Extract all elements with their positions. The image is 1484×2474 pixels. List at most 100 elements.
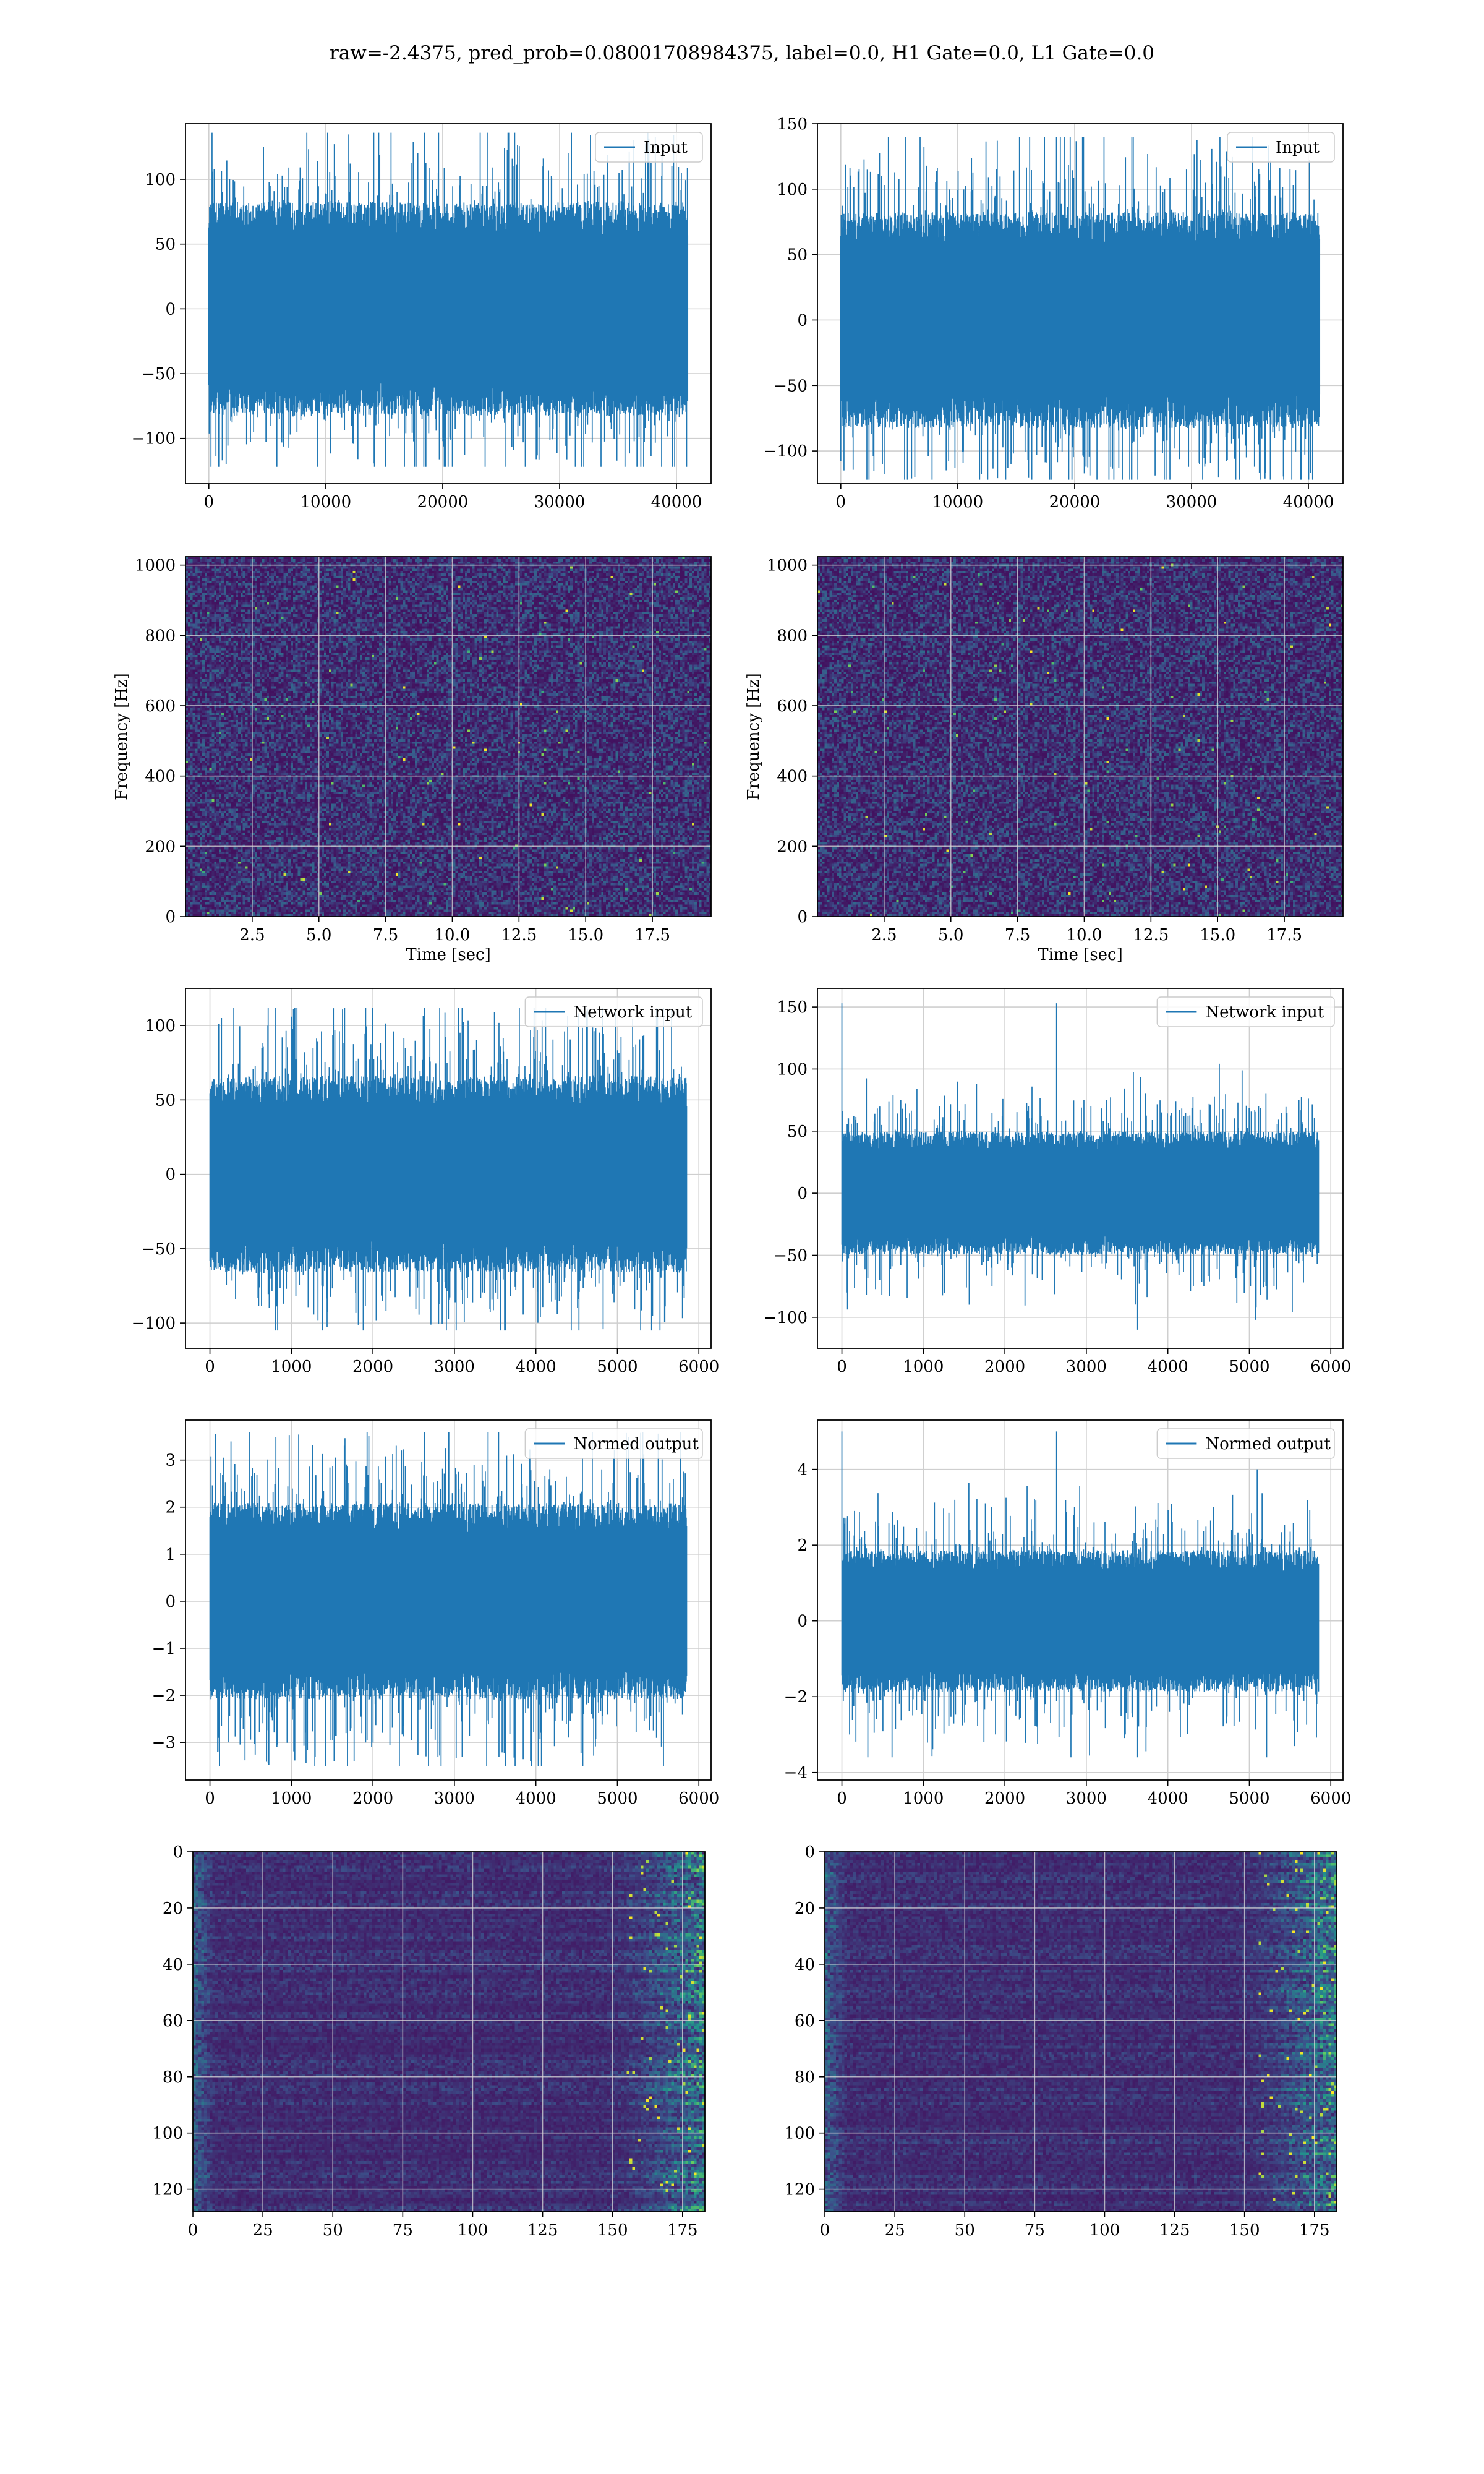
y-tick-label: 600	[777, 697, 808, 716]
y-tick-label: −50	[774, 377, 808, 395]
chart-panel-h1-normed-output: 0 1000 2000 3000 4000 5000 6000 −3 −2 −1 0 1 2 3 Norme…	[152, 1419, 719, 1808]
x-tick-label: 17.5	[634, 926, 670, 944]
legend-box	[1227, 132, 1335, 163]
x-tick-label: 100	[1090, 2221, 1120, 2240]
legend-box	[524, 996, 703, 1027]
x-tick-label: 125	[1159, 2221, 1190, 2240]
legend: Network input	[524, 996, 703, 1027]
y-tick-label: 40	[163, 1956, 183, 1974]
x-tick-label: 1000	[903, 1789, 944, 1808]
x-tick-label: 5000	[597, 1358, 638, 1376]
chart-panel-h1-feature-map: 0 25 50 75 100 125 150 175 0 20 40 60 80 100 120	[152, 1843, 706, 2240]
x-tick-label: 10000	[301, 493, 352, 511]
x-tick-label: 150	[1229, 2221, 1260, 2240]
legend-label: Input	[644, 139, 688, 157]
y-tick-label: 2	[165, 1499, 176, 1517]
y-tick-label: −100	[764, 1309, 808, 1327]
legend: Input	[1227, 132, 1335, 163]
x-tick-label: 6000	[1310, 1789, 1351, 1808]
y-tick-label: 120	[152, 2181, 183, 2199]
x-tick-label: 100	[458, 2221, 488, 2240]
data-series-line	[841, 1003, 1320, 1330]
chart-panel-h1-input: 0 10000 20000 30000 40000 −100 −50 0 50 100 Input	[132, 123, 712, 511]
y-tick-label: −100	[132, 430, 176, 448]
y-tick-label: 0	[797, 1184, 808, 1203]
y-tick-label: 100	[152, 2125, 183, 2143]
tick-labels: 0 1000 2000 3000 4000 5000 6000 −100 −50 0 50 100	[132, 1017, 720, 1376]
y-tick-label: −50	[142, 1240, 176, 1259]
legend-box	[1156, 1428, 1335, 1459]
y-tick-label: 200	[777, 837, 808, 856]
x-tick-label: 6000	[678, 1358, 719, 1376]
legend-label: Network input	[573, 1003, 692, 1022]
x-tick-label: 10000	[932, 493, 984, 511]
tick-labels: 0 10000 20000 30000 40000 −100 −50 0 50 100	[132, 171, 702, 511]
axes-frame	[185, 1419, 712, 1781]
y-tick-label: 0	[165, 1166, 176, 1184]
x-tick-label: 4000	[516, 1789, 556, 1808]
axes-frame	[185, 556, 712, 917]
x-tick-label: 12.5	[1133, 926, 1169, 944]
y-tick-label: 1000	[767, 557, 808, 575]
y-tick-label: −100	[132, 1314, 176, 1333]
x-tick-label: 5.0	[306, 926, 331, 944]
tick-labels: 0 1000 2000 3000 4000 5000 6000 −4 −2 0 2 4	[784, 1461, 1352, 1808]
x-tick-label: 0	[205, 1358, 215, 1376]
y-tick-label: 400	[145, 768, 176, 786]
x-tick-label: 50	[955, 2221, 975, 2240]
legend-box	[1156, 996, 1335, 1027]
tick-labels: 0 25 50 75 100 125 150 175 0 20 40 60 80 100 120	[152, 1843, 697, 2240]
x-tick-label: 6000	[678, 1789, 719, 1808]
x-tick-label: 2000	[984, 1358, 1025, 1376]
legend: Normed output	[1156, 1428, 1335, 1459]
y-axis-label: Frequency [Hz]	[113, 673, 131, 800]
heatmap-image	[817, 557, 1343, 917]
x-tick-label: 3000	[1066, 1789, 1107, 1808]
y-tick-label: 1	[165, 1546, 176, 1564]
y-tick-label: 100	[145, 1017, 176, 1035]
x-tick-label: 12.5	[501, 926, 537, 944]
y-tick-label: 0	[165, 300, 176, 319]
x-tick-label: 40000	[1283, 493, 1334, 511]
y-tick-label: 0	[173, 1843, 183, 1862]
x-tick-label: 175	[1299, 2221, 1330, 2240]
x-tick-label: 2000	[352, 1789, 393, 1808]
chart-panel-l1-input: 0 10000 20000 30000 40000 −100 −50 0 50 100 150 Inp…	[764, 115, 1344, 511]
legend-label: Normed output	[573, 1435, 699, 1453]
y-tick-label: 2	[797, 1536, 808, 1555]
y-tick-label: −2	[152, 1687, 176, 1705]
tick-labels: 0 25 50 75 100 125 150 175 0 20 40 60 80 100 120	[784, 1843, 1329, 2240]
chart-panel-l1-network-input: 0 1000 2000 3000 4000 5000 6000 −100 −50 0 50 100 15…	[764, 988, 1351, 1376]
x-tick-label: 50	[323, 2221, 343, 2240]
y-tick-label: 50	[787, 246, 808, 265]
x-tick-label: 5000	[1229, 1358, 1269, 1376]
x-tick-label: 10.0	[1067, 926, 1102, 944]
x-tick-label: 150	[597, 2221, 628, 2240]
chart-panel-l1-feature-map: 0 25 50 75 100 125 150 175 0 20 40 60 80 100 120	[784, 1843, 1337, 2240]
y-tick-label: 0	[797, 908, 808, 927]
x-tick-label: 3000	[1066, 1358, 1107, 1376]
x-tick-label: 0	[204, 493, 215, 511]
chart-panel-l1-spectrogram: 2.5 5.0 7.5 10.0 12.5 15.0 17.5 0 200 400 600 800 10…	[744, 556, 1344, 964]
legend-box	[524, 1428, 703, 1459]
y-tick-label: 0	[797, 1612, 808, 1631]
y-tick-label: 150	[777, 998, 808, 1017]
x-tick-label: 30000	[534, 493, 586, 511]
x-tick-label: 75	[393, 2221, 413, 2240]
tick-labels: 0 10000 20000 30000 40000 −100 −50 0 50 100 150	[764, 115, 1334, 511]
y-tick-label: 800	[145, 627, 176, 645]
y-tick-label: 800	[777, 627, 808, 645]
data-series-line	[209, 1008, 688, 1331]
x-tick-label: 0	[188, 2221, 198, 2240]
y-tick-label: −1	[152, 1640, 176, 1658]
x-tick-label: 2.5	[871, 926, 897, 944]
legend-label: Network input	[1205, 1003, 1324, 1022]
legend-label: Input	[1276, 139, 1320, 157]
heatmap-image	[193, 1852, 705, 2212]
x-tick-label: 1000	[903, 1358, 944, 1376]
y-tick-label: 50	[155, 1091, 176, 1110]
x-tick-label: 17.5	[1266, 926, 1302, 944]
x-tick-label: 5000	[597, 1789, 638, 1808]
x-tick-label: 0	[837, 1358, 847, 1376]
axes-frame	[185, 123, 712, 484]
